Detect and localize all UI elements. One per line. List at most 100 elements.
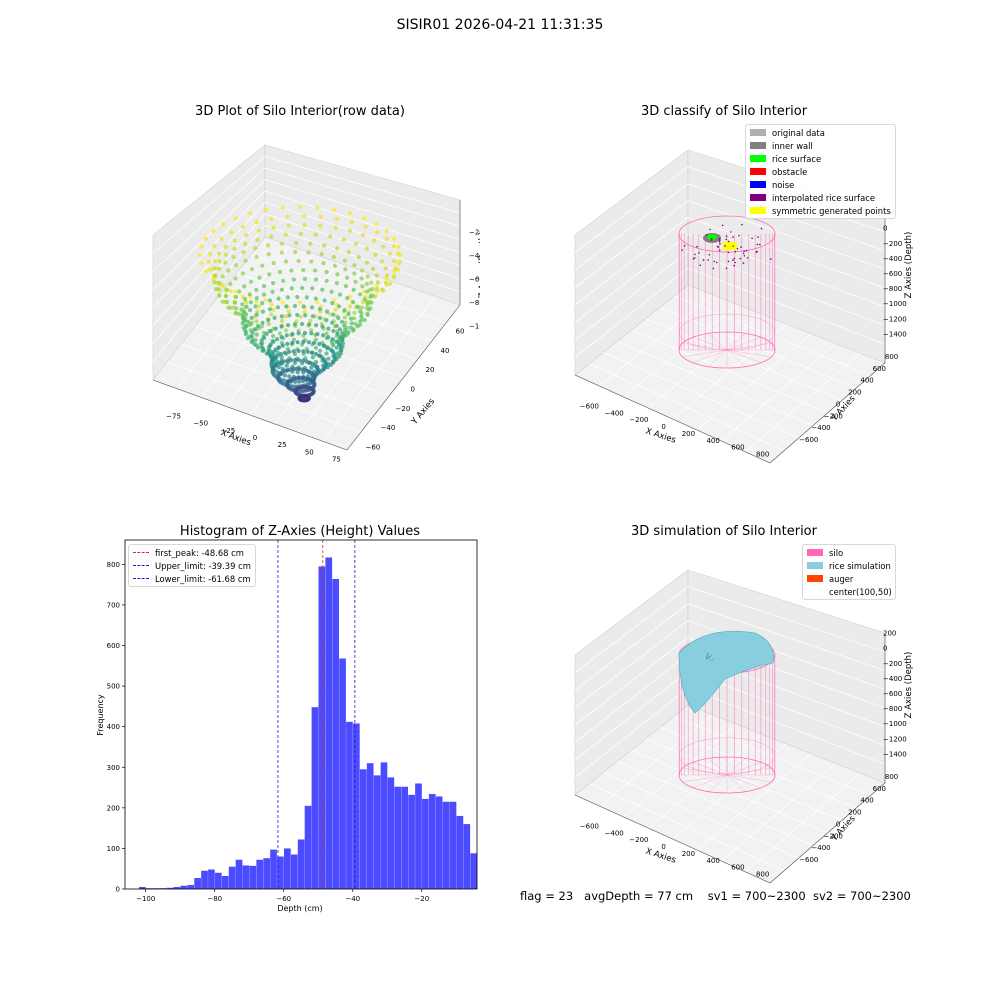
data-point [259,344,264,350]
data-point [374,287,379,292]
silo-floor-spoke [693,762,728,776]
interpolated-point [721,224,724,227]
data-point [306,340,311,345]
grid-line [574,654,689,743]
data-point [349,321,354,326]
data-point [301,339,306,345]
data-point [260,320,265,325]
histogram-bar [353,723,360,889]
y-tick-label: 800 [885,773,898,781]
data-point [259,341,264,346]
silo-floor-spoke [708,774,728,792]
data-point [334,323,339,328]
silo-floor-spoke [726,349,761,363]
z-tick-label: 200 [883,630,896,638]
interpolated-point [734,250,737,253]
grid-line [152,202,266,326]
data-point [217,280,222,285]
silo-floor-spoke [726,774,772,783]
data-point [217,266,222,271]
legend-label: symmetric generated points [772,205,891,216]
data-point [391,244,396,249]
data-point [358,292,363,297]
y-tick-label: 500 [107,683,120,691]
data-point [324,351,329,356]
data-point [358,319,363,324]
z-tick-label: −100 [469,322,480,330]
data-point [338,345,343,350]
legend-item: original data [746,126,895,139]
data-point [287,313,292,318]
grid-line [574,603,689,691]
data-point [322,243,327,248]
silo-floor-spoke [693,349,728,363]
axis-line [769,782,886,884]
data-point [234,294,239,300]
data-point [275,337,280,342]
data-point [312,374,317,379]
data-point [267,298,273,303]
data-point [355,304,360,309]
data-point [228,305,233,310]
legend-label: center(100,50) [829,586,892,597]
data-point [334,281,339,286]
data-point [249,334,254,339]
simulation-legend: silo rice simulation auger center(100,50) [802,544,896,600]
data-point [308,241,313,246]
y-tick-label: 400 [107,723,120,731]
data-point [285,341,290,347]
data-point [212,259,218,264]
data-point [280,205,285,210]
data-point [348,325,354,330]
data-point [334,339,339,344]
data-point [283,314,288,319]
data-point [223,252,228,257]
flag-text: flag = 23 [520,889,574,903]
x-tick-label: −400 [605,409,624,417]
histogram-bar [318,566,326,889]
legend-swatch [807,549,823,556]
histogram-bar [145,888,153,889]
silo-floor-spoke [682,342,728,351]
data-point [303,313,308,318]
z-axis-title: Z Axies (Depth) [478,232,480,299]
grid-line [687,586,886,653]
data-point [253,304,258,309]
legend-label: inner wall [772,140,813,151]
classify-silo-wire [678,215,776,369]
legend-swatch [807,588,823,595]
data-point [261,334,266,339]
x-tick-label: 600 [731,864,744,872]
data-point [234,306,239,311]
data-point [326,326,331,331]
data-point [217,259,222,264]
data-point [342,327,348,333]
classify-legend: original data inner wall rice surface obsta… [745,124,896,219]
data-point [345,296,350,301]
data-point [354,241,359,246]
data-point [340,338,345,343]
data-point [379,259,384,264]
data-point [373,252,378,257]
data-point [342,323,347,328]
interpolated-point [692,258,695,260]
histogram-reference-lines [277,540,356,889]
x-tick-label: −25 [220,427,235,435]
data-point [341,237,346,242]
data-point [324,269,329,275]
grid-line [745,352,861,453]
y-tick-label: 300 [107,764,120,772]
data-point [356,254,361,260]
data-point [368,294,373,300]
data-point [346,250,351,255]
data-point [271,225,276,230]
data-point [261,284,267,289]
z-tick-label: −400 [883,675,902,683]
data-point [293,249,298,255]
grid-line [574,200,689,288]
grid-line [720,763,837,862]
data-point [254,312,259,317]
z-tick-label: −1400 [883,750,907,758]
data-point [345,275,350,280]
z-tick-label: −200 [883,240,902,248]
